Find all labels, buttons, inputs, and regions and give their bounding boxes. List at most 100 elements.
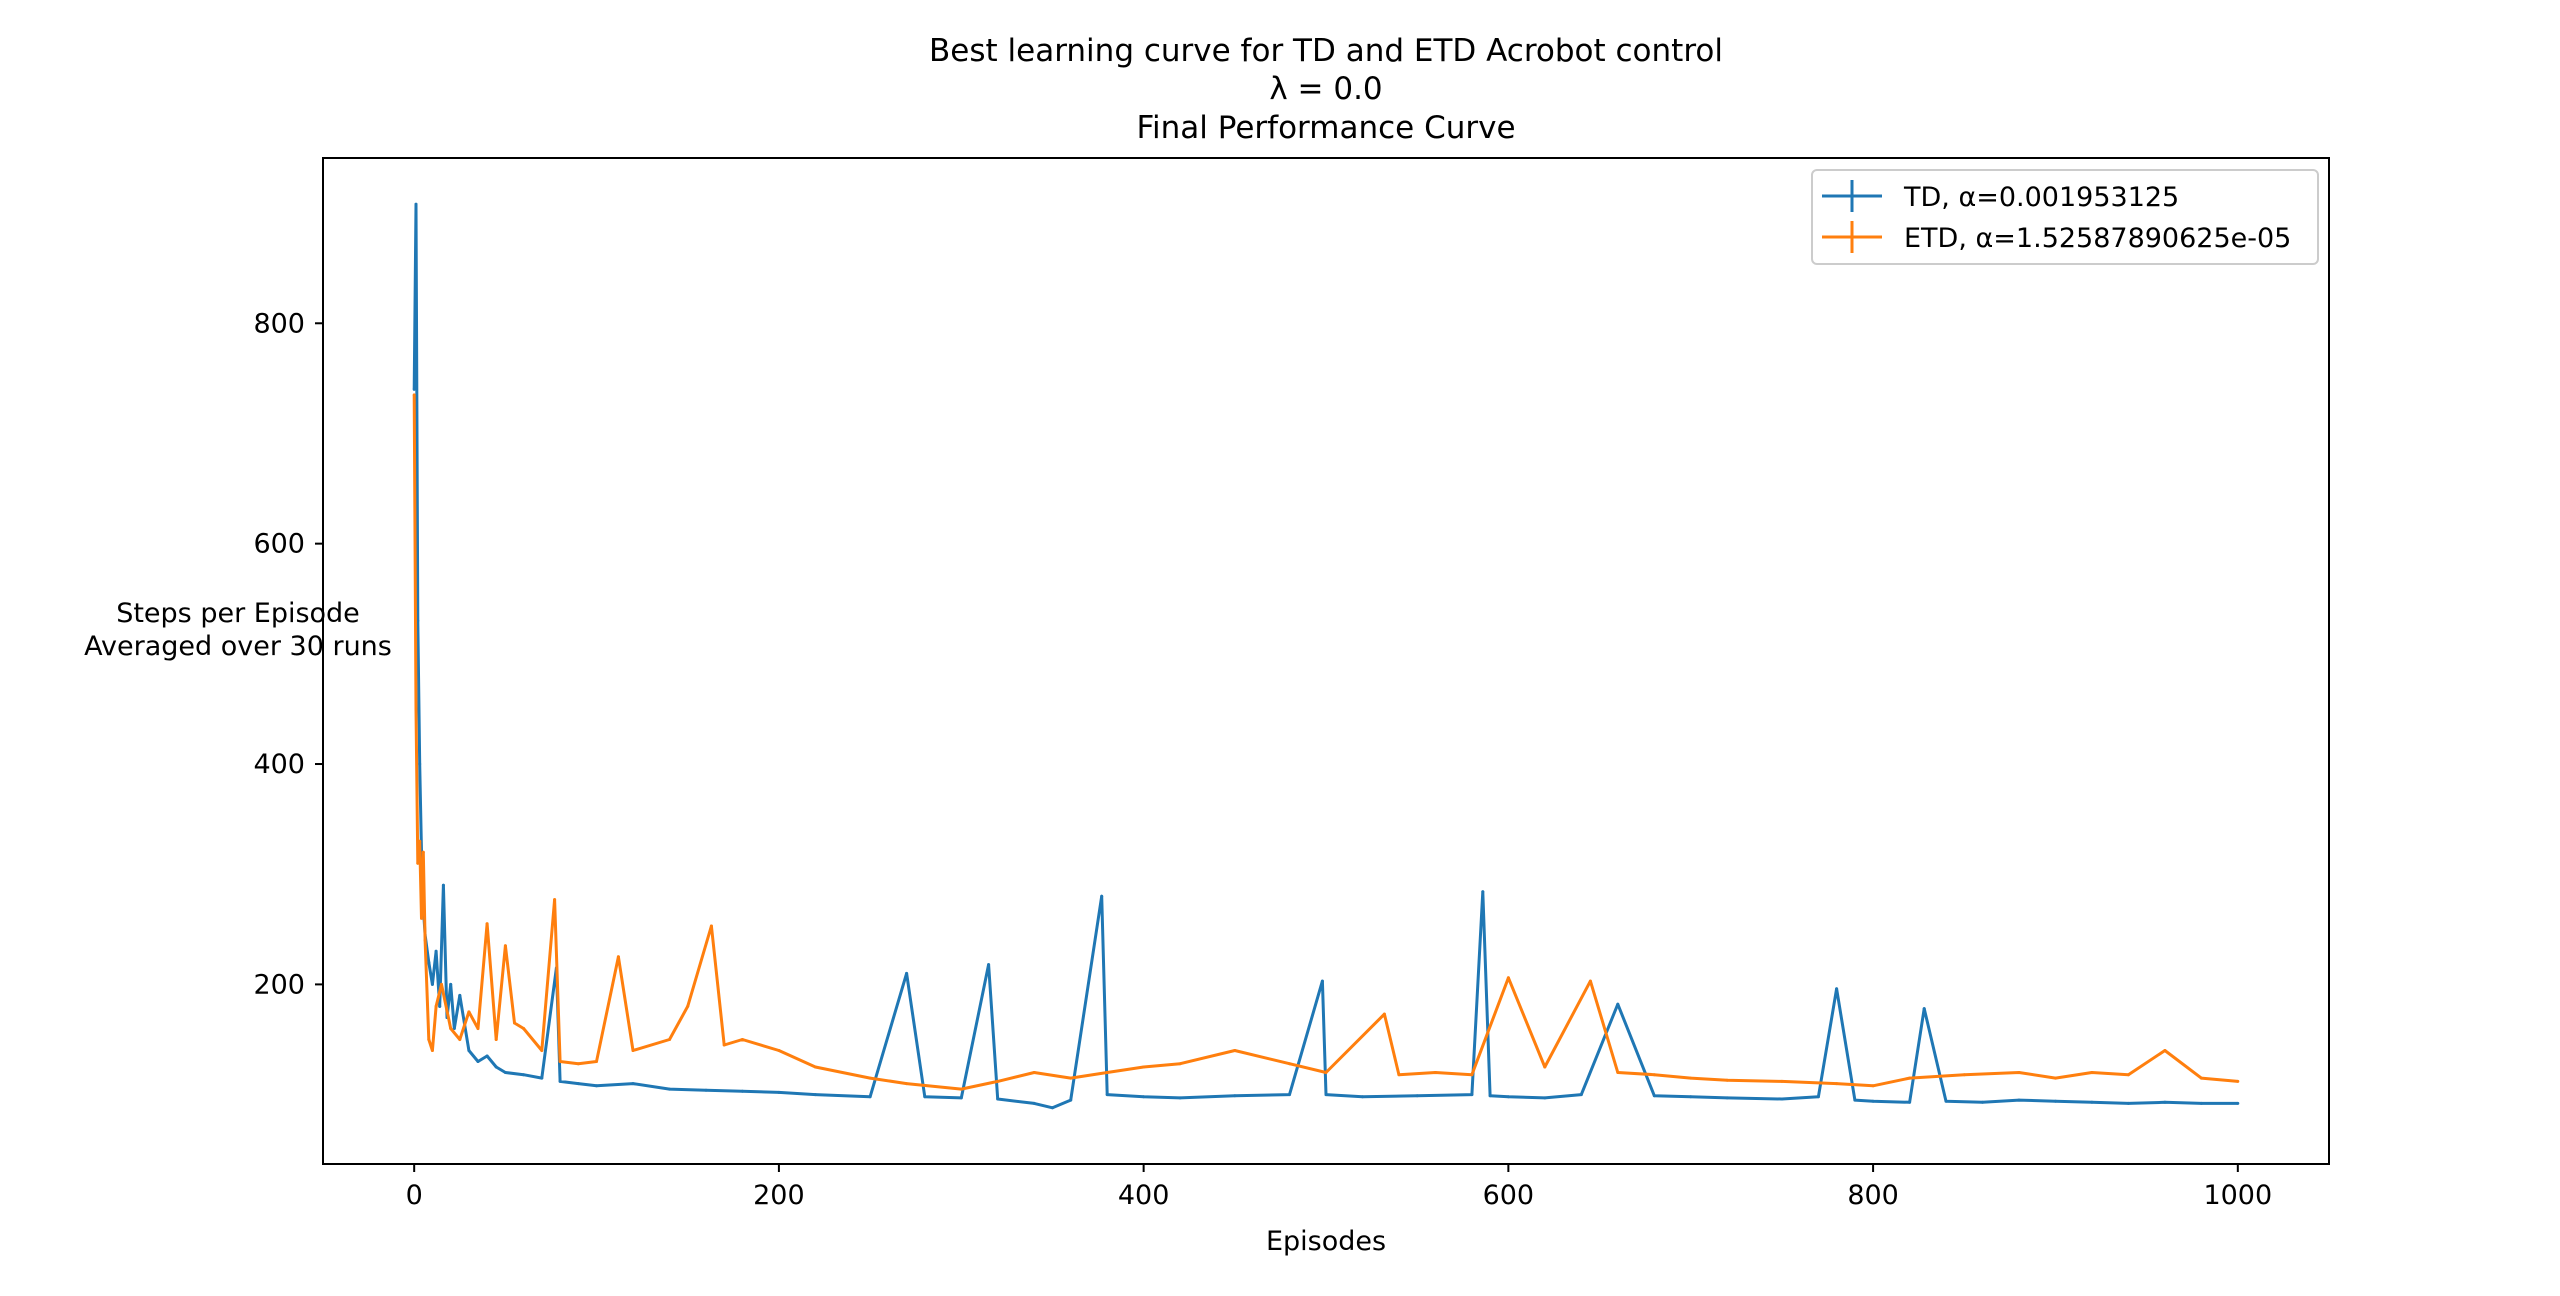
data-point-1-64: [2090, 1071, 2094, 1074]
data-point-0-64: [1835, 987, 1839, 991]
data-point-1-14: [476, 1027, 480, 1030]
x-tick-label: 400: [1118, 1180, 1170, 1211]
data-point-0-36: [959, 1096, 963, 1100]
data-point-0-65: [1853, 1098, 1857, 1102]
data-point-0-21: [522, 1073, 526, 1077]
legend-box: [1811, 169, 2319, 265]
data-point-1-51: [1543, 1065, 1547, 1069]
data-point-1-42: [1178, 1062, 1182, 1066]
data-point-0-57: [1579, 1093, 1583, 1097]
data-point-1-46: [1382, 1012, 1386, 1016]
data-point-0-43: [1105, 1093, 1109, 1097]
data-point-0-15: [458, 993, 462, 997]
data-point-0-40: [1051, 1106, 1054, 1110]
ticks-layer: 0 200 400 600 800 1000 200 400 600 800: [253, 308, 2272, 1211]
data-point-0-60: [1689, 1095, 1693, 1099]
data-point-1-3: [418, 839, 422, 843]
plot-frame: [322, 157, 2330, 1165]
data-point-0-38: [996, 1097, 1000, 1101]
data-point-1-35: [905, 1082, 909, 1086]
data-point-1-53: [1616, 1071, 1620, 1074]
legend-item-td: TD, α=0.001953125: [1822, 180, 2179, 213]
data-point-1-25: [616, 955, 620, 959]
data-point-0-1: [414, 202, 418, 206]
data-point-0-74: [2126, 1101, 2130, 1105]
y-axis-label-line2: Averaged over 30 runs: [84, 631, 392, 662]
chart-subtitle-final: Final Performance Curve: [1136, 110, 1515, 146]
y-tick-label: 800: [253, 308, 305, 339]
data-point-1-57: [1780, 1079, 1784, 1083]
y-tick-label: 200: [253, 969, 305, 1000]
data-point-0-68: [1922, 1007, 1926, 1011]
data-point-1-58: [1835, 1082, 1839, 1086]
data-point-0-69: [1944, 1099, 1948, 1103]
x-tick-label: 800: [1847, 1180, 1899, 1211]
x-tick-label: 0: [406, 1180, 423, 1211]
data-point-0-22: [540, 1076, 544, 1080]
data-point-0-37: [987, 963, 991, 967]
data-point-0-13: [449, 982, 453, 986]
data-point-1-48: [1433, 1071, 1437, 1074]
data-point-1-13: [467, 1010, 471, 1014]
data-point-0-76: [2199, 1101, 2203, 1105]
data-point-0-45: [1178, 1096, 1182, 1100]
data-point-0-10: [438, 1004, 442, 1008]
data-point-1-15: [485, 922, 489, 926]
data-point-0-53: [1481, 890, 1485, 894]
data-point-1-30: [722, 1043, 726, 1047]
data-point-0-32: [813, 1093, 817, 1097]
data-point-0-51: [1415, 1094, 1419, 1098]
data-point-0-71: [2017, 1098, 2021, 1102]
data-point-0-49: [1324, 1093, 1328, 1097]
data-point-1-33: [813, 1065, 817, 1069]
data-point-1-52: [1588, 979, 1592, 983]
x-axis-label: Episodes: [1266, 1226, 1386, 1257]
data-point-0-16: [467, 1049, 471, 1052]
data-point-1-22: [558, 1060, 562, 1063]
data-point-0-18: [485, 1054, 489, 1058]
data-point-0-55: [1506, 1095, 1510, 1099]
data-point-0-8: [430, 982, 434, 986]
data-point-1-21: [553, 898, 557, 902]
data-point-0-62: [1780, 1097, 1784, 1101]
chart-subtitle-lambda: λ = 0.0: [1269, 71, 1382, 107]
data-point-1-59: [1871, 1084, 1875, 1088]
data-point-1-1: [414, 707, 418, 711]
data-point-0-70: [1981, 1100, 1984, 1104]
data-point-0-20: [503, 1071, 507, 1074]
data-point-1-17: [503, 944, 507, 948]
data-point-1-41: [1142, 1065, 1146, 1069]
data-point-0-29: [704, 1088, 708, 1092]
data-point-0-63: [1816, 1095, 1820, 1099]
data-point-0-25: [576, 1082, 580, 1086]
data-point-1-10: [440, 982, 443, 986]
data-point-1-55: [1689, 1076, 1693, 1080]
data-point-1-56: [1725, 1078, 1729, 1082]
data-point-0-72: [2054, 1099, 2057, 1103]
chart-title: Best learning curve for TD and ETD Acrob…: [929, 33, 1723, 69]
y-tick-label: 400: [253, 749, 305, 780]
data-point-0-66: [1871, 1099, 1875, 1103]
data-point-1-39: [1069, 1076, 1073, 1080]
data-point-0-67: [1908, 1100, 1912, 1104]
data-point-1-62: [2017, 1071, 2021, 1074]
data-point-1-68: [2236, 1079, 2240, 1083]
x-tick-label: 200: [753, 1180, 805, 1211]
data-point-0-42: [1100, 894, 1104, 898]
data-point-0-59: [1652, 1094, 1656, 1098]
data-point-1-50: [1506, 976, 1510, 980]
data-point-0-24: [558, 1079, 562, 1083]
data-point-0-7: [427, 960, 431, 964]
data-point-1-23: [576, 1062, 580, 1066]
data-point-1-45: [1324, 1071, 1328, 1074]
data-point-1-36: [959, 1087, 963, 1091]
data-point-0-3: [418, 762, 422, 766]
legend-item-etd: ETD, α=1.52587890625e-05: [1822, 221, 2291, 254]
data-point-0-0: [412, 387, 416, 391]
data-point-0-52: [1470, 1093, 1474, 1097]
data-point-1-24: [595, 1060, 598, 1063]
data-point-1-47: [1397, 1073, 1401, 1077]
data-point-1-32: [777, 1049, 781, 1052]
series-layer: [412, 202, 2240, 1110]
data-point-1-54: [1652, 1073, 1656, 1077]
